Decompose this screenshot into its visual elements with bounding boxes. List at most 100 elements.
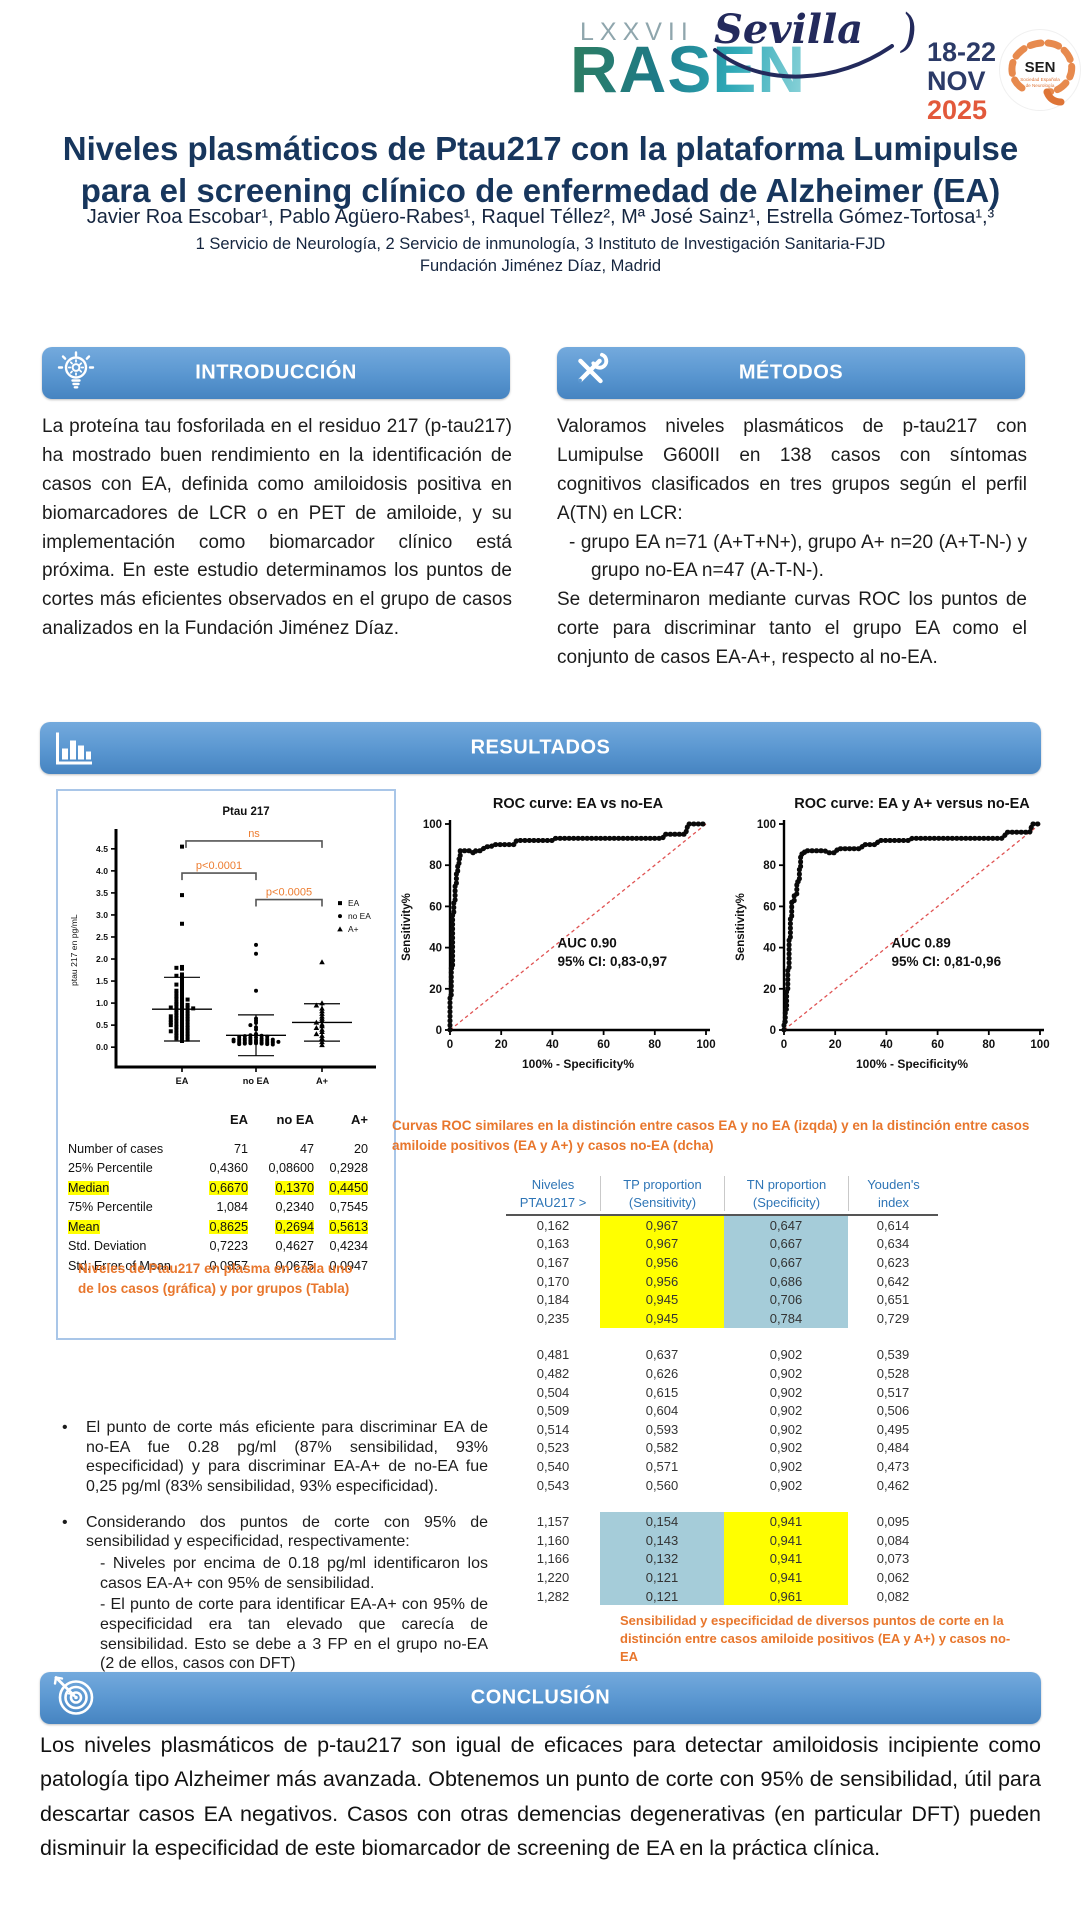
results-sub-bullet: - Niveles por encima de 0.18 pg/ml ident… (100, 1555, 488, 1592)
results-bullet: • Considerando dos puntos de corte con 95… (62, 1513, 488, 1673)
stats-row: 75% Percentile 1,084 0,2340 0,7545 (68, 1200, 368, 1215)
conclusion-header-bar: CONCLUSIÓN (40, 1672, 1041, 1724)
svg-text:100% - Specificity%: 100% - Specificity% (522, 1057, 634, 1071)
svg-text:Sociedad Española: Sociedad Española (1020, 77, 1060, 82)
methods-body-1: Valoramos niveles plasmáticos de p-tau21… (557, 416, 1027, 524)
svg-text:100: 100 (696, 1039, 715, 1051)
methods-body: Valoramos niveles plasmáticos de p-tau21… (557, 413, 1027, 673)
svg-text:60: 60 (931, 1039, 944, 1051)
cutoff-row: 0,540 0,571 0,902 0,473 (536, 1459, 910, 1475)
cutoff-row: 1,166 0,132 0,941 0,073 (536, 1549, 910, 1569)
stats-table-header: EA no EA A+ (229, 1111, 368, 1127)
svg-text:A+: A+ (316, 1076, 328, 1086)
target-icon (50, 1672, 98, 1725)
sevilla-swash: ) (896, 3, 922, 59)
svg-text:de Neurología: de Neurología (1026, 83, 1055, 88)
conclusion-header-label: CONCLUSIÓN (470, 1686, 611, 1709)
cutoff-row: 0,504 0,615 0,902 0,517 (536, 1384, 910, 1400)
cutoff-table-header: Niveles PTAU217 > TP proportion (Sensitivit… (506, 1176, 938, 1217)
svg-text:ns: ns (248, 828, 260, 840)
svg-text:1.0: 1.0 (96, 998, 108, 1008)
cutoff-row: 0,184 0,945 0,706 0,651 (536, 1290, 910, 1310)
svg-text:100: 100 (1030, 1039, 1049, 1051)
svg-text:40: 40 (880, 1039, 893, 1051)
svg-text:4.0: 4.0 (96, 866, 108, 876)
svg-text:20: 20 (763, 984, 776, 996)
svg-text:2.5: 2.5 (96, 932, 108, 942)
sevilla-swoosh (713, 44, 894, 79)
results-bullet: • El punto de corte más eficiente para di… (62, 1419, 488, 1496)
svg-text:0: 0 (781, 1039, 787, 1051)
svg-text:no EA: no EA (243, 1076, 270, 1086)
cutoff-row: 0,481 0,637 0,902 0,539 (536, 1347, 910, 1363)
stats-row: Mean 0,8625 0,2694 0,5613 (68, 1219, 368, 1234)
intro-body: La proteína tau fosforilada en el residu… (42, 416, 512, 640)
results-header-label: RESULTADOS (470, 736, 611, 759)
svg-text:SEN: SEN (1025, 59, 1056, 76)
methods-header-bar: MÉTODOS (557, 347, 1025, 399)
cutoff-row: 0,514 0,593 0,902 0,495 (536, 1421, 910, 1437)
sen-brain-icon: SEN Sociedad Española de Neurología (1008, 39, 1076, 106)
svg-text:60: 60 (597, 1039, 610, 1051)
methods-bullet: - grupo EA n=71 (A+T+N+), grupo A+ n=20 … (569, 531, 1027, 582)
bar-chart-icon (50, 723, 96, 774)
svg-text:0: 0 (770, 1025, 776, 1037)
stats-row: Std. Error of Mean 0,0857 0,0675 0,0947 (68, 1258, 368, 1273)
poster-title-line2: para el screening clínico de enfermedad … (80, 172, 1001, 210)
svg-text:4.5: 4.5 (96, 844, 108, 854)
congress-month: NOV (927, 66, 986, 97)
svg-text:100% - Specificity%: 100% - Specificity% (856, 1057, 968, 1071)
cutoff-row: 0,509 0,604 0,902 0,506 (536, 1403, 910, 1419)
cutoff-row: 0,162 0,967 0,647 0,614 (536, 1216, 910, 1235)
methods-header-label: MÉTODOS (738, 361, 844, 384)
svg-text:0.0: 0.0 (96, 1042, 108, 1052)
stats-row: Median 0,6670 0,1370 0,4450 (68, 1180, 368, 1195)
affiliation-line1: 1 Servicio de Neurología, 2 Servicio de … (195, 235, 886, 253)
cutoff-row: 1,157 0,154 0,941 0,095 (536, 1512, 910, 1531)
roc-curve-ea-aplus-vs-noea: ROC curve: EA y A+ versus no-EA 0 20 40 60 80… (735, 796, 1050, 1071)
svg-text:20: 20 (829, 1039, 842, 1051)
cutoff-row: 0,543 0,560 0,902 0,462 (536, 1477, 910, 1493)
cutoff-row: 1,220 0,121 0,941 0,062 (536, 1568, 910, 1587)
results-bullets: • El punto de corte más eficiente para di… (56, 1418, 488, 1690)
svg-text:0.5: 0.5 (96, 1020, 108, 1030)
methods-body-2: Se determinaron mediante curvas ROC los … (557, 589, 1027, 668)
svg-text:ROC curve: EA y A+ versus no-E: ROC curve: EA y A+ versus no-EA (794, 796, 1030, 812)
roc-caption: Curvas ROC similares en la distinción en… (392, 1118, 1030, 1154)
svg-text:AUC 0.90: AUC 0.90 (558, 936, 617, 951)
congress-name: RASEN (570, 32, 807, 106)
svg-text:1.5: 1.5 (96, 976, 108, 986)
svg-text:20: 20 (495, 1039, 508, 1051)
svg-text:95% CI: 0,83-0,97: 95% CI: 0,83-0,97 (558, 954, 668, 969)
svg-text:100: 100 (423, 819, 442, 831)
stats-row: Std. Deviation 0,7223 0,4627 0,4234 (68, 1239, 368, 1254)
authors-line: Javier Roa Escobar¹, Pablo Agüero-Rabes¹… (86, 206, 995, 228)
svg-text:3.5: 3.5 (96, 888, 108, 898)
cutoff-row: 0,163 0,967 0,667 0,634 (536, 1234, 910, 1254)
svg-text:Ptau 217: Ptau 217 (222, 806, 269, 818)
svg-text:2.0: 2.0 (96, 954, 108, 964)
svg-text:Sensitivity%: Sensitivity% (735, 893, 747, 961)
sen-logo: SEN Sociedad Española de Neurología (1000, 30, 1080, 110)
cutoff-row: 0,170 0,956 0,686 0,642 (536, 1271, 910, 1291)
stats-table: EA no EA A+ Number of cases 71 47 20 25% Percen… (68, 1107, 384, 1276)
congress-edition: LXXVII (580, 18, 694, 46)
svg-text:Sensitivity%: Sensitivity% (401, 893, 413, 961)
results-header-bar: RESULTADOS (40, 722, 1041, 774)
svg-text:0: 0 (447, 1039, 453, 1051)
figure1-caption: Niveles de Ptau217 en plasma en cada uno… (78, 1261, 353, 1296)
svg-text:100: 100 (757, 819, 776, 831)
stats-row: 25% Percentile 0,4360 0,08600 0,2928 (68, 1161, 368, 1176)
cutoff-row: 0,167 0,956 0,667 0,623 (536, 1253, 910, 1272)
svg-text:20: 20 (429, 984, 442, 996)
svg-text:ROC curve: EA vs no-EA: ROC curve: EA vs no-EA (493, 796, 664, 812)
svg-text:40: 40 (546, 1039, 559, 1051)
lightbulb-icon (54, 349, 98, 398)
svg-text:40: 40 (763, 943, 776, 955)
svg-text:EA: EA (176, 1076, 189, 1086)
svg-text:p<0.0001: p<0.0001 (196, 860, 242, 872)
cutoff-table: Niveles PTAU217 > TP proportion (Sensitivit… (506, 1176, 938, 1606)
svg-text:0: 0 (436, 1025, 442, 1037)
svg-text:60: 60 (763, 901, 776, 913)
